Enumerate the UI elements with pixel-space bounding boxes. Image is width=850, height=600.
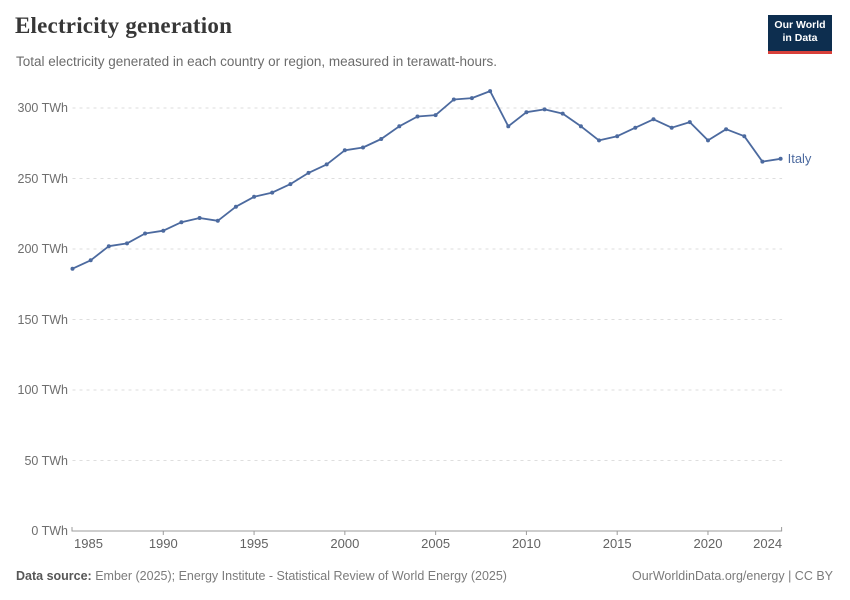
- y-axis-label-300: 300 TWh: [17, 101, 69, 115]
- data-point-2012: [560, 111, 565, 116]
- data-point-2016: [633, 125, 638, 130]
- data-point-2015: [615, 134, 620, 139]
- x-axis-label-2015: 2015: [602, 536, 632, 551]
- footer-link[interactable]: OurWorldinData.org/energy | CC BY: [631, 569, 833, 583]
- data-point-2001: [361, 145, 365, 150]
- chart-subtitle: Total electricity generated in each coun…: [16, 54, 497, 69]
- data-point-2019: [687, 120, 692, 125]
- datasource-label: Data source:: [16, 569, 92, 583]
- data-point-2017: [651, 117, 656, 122]
- data-point-2006: [451, 97, 456, 102]
- x-axis-label-2000: 2000: [330, 536, 360, 551]
- series-line-italy: [71, 90, 782, 270]
- data-point-1989: [143, 231, 148, 236]
- data-point-1987: [106, 244, 111, 249]
- y-axis-label-100: 100 TWh: [17, 383, 69, 397]
- data-point-2008: [488, 89, 493, 94]
- data-point-1996: [270, 190, 275, 195]
- owid-logo-line1: Our World: [774, 19, 826, 31]
- data-point-1994: [233, 204, 238, 209]
- data-point-1997: [288, 182, 293, 187]
- owid-logo-line2: in Data: [782, 32, 818, 44]
- data-point-2014: [597, 138, 601, 143]
- data-point-1985: [70, 266, 75, 271]
- page-title: Electricity generation: [15, 13, 233, 38]
- data-point-2024: [778, 156, 783, 161]
- data-point-2003: [397, 124, 402, 129]
- data-point-2005: [433, 113, 438, 118]
- x-axis-label-2024: 2024: [753, 536, 783, 551]
- y-axis-label-0: 0 TWh: [31, 524, 68, 538]
- data-point-2023: [760, 159, 765, 164]
- data-point-1998: [306, 170, 311, 175]
- data-point-1986: [88, 258, 93, 263]
- owid-logo[interactable]: Our World in Data: [768, 15, 832, 54]
- data-point-1991: [179, 220, 184, 225]
- data-point-2020: [706, 138, 710, 143]
- data-point-2010: [524, 110, 529, 115]
- data-point-2000: [342, 148, 347, 153]
- y-axis-label-200: 200 TWh: [17, 242, 69, 256]
- data-point-1995: [252, 194, 257, 199]
- x-axis-label-1995: 1995: [239, 536, 269, 551]
- y-axis-label-50: 50 TWh: [24, 453, 68, 468]
- data-point-1993: [215, 218, 220, 223]
- data-point-1992: [197, 216, 202, 220]
- data-point-2018: [669, 125, 674, 130]
- data-point-1988: [125, 241, 129, 246]
- data-point-1999: [324, 162, 329, 167]
- data-point-2007: [469, 96, 474, 101]
- data-point-2002: [379, 137, 384, 141]
- datasource-value: Ember (2025); Energy Institute - Statist…: [91, 569, 507, 583]
- data-point-2021: [724, 127, 729, 132]
- x-axis-label-1990: 1990: [148, 536, 178, 551]
- x-axis-label-2010: 2010: [511, 536, 541, 551]
- y-axis-label-250: 250 TWh: [17, 171, 69, 186]
- data-point-2011: [542, 107, 547, 112]
- footer-datasource: Data source: Ember (2025); Energy Instit…: [16, 569, 507, 583]
- x-axis-label-1985: 1985: [74, 536, 103, 551]
- series-label-italy: Italy: [787, 150, 812, 166]
- data-point-2022: [742, 134, 747, 139]
- x-axis-label-2005: 2005: [421, 536, 451, 551]
- y-axis-label-150: 150 TWh: [17, 312, 69, 327]
- data-point-2004: [415, 114, 420, 119]
- data-point-2009: [506, 124, 511, 129]
- data-point-2013: [578, 124, 583, 129]
- x-axis-label-2020: 2020: [693, 536, 723, 551]
- data-point-1990: [161, 228, 166, 233]
